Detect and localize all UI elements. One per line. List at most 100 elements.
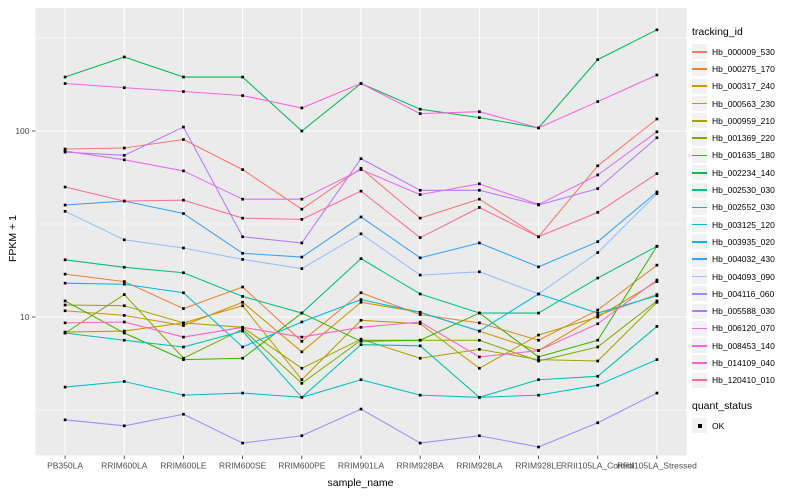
x-tick-label: RRIM901LA [338,461,385,471]
line-swatch [692,113,707,129]
legend-item-Hb_000959_210: Hb_000959_210 [692,112,798,129]
legend-item-Hb_008453_140: Hb_008453_140 [692,337,798,354]
series-color-line [692,50,707,53]
series-color-line [692,223,707,226]
square-point-icon [697,423,702,428]
y-tick-label: 100 [15,126,29,136]
line-swatch [692,338,707,354]
legend-item-label: Hb_004116_060 [712,288,775,299]
legend-item-label: Hb_006120_070 [712,323,775,334]
line-swatch [692,78,707,94]
x-tick-label: RRIM928BA [397,461,445,471]
y-axis-title: FPKM + 1 [7,215,19,262]
line-swatch [692,320,707,336]
legend-item-Hb_004116_060: Hb_004116_060 [692,285,798,302]
line-swatch [692,61,707,77]
legend-item-label: Hb_001635_180 [712,150,775,161]
legend: tracking_id Hb_000009_530 Hb_000275_170 Hb… [692,26,798,434]
series-color-line [692,327,707,330]
legend-item-Hb_001635_180: Hb_001635_180 [692,147,798,164]
line-swatch [692,269,707,284]
legend-item-Hb_120410_010: Hb_120410_010 [692,372,798,389]
line-swatch [692,165,707,181]
line-swatch [692,251,707,267]
legend-item-label: Hb_000009_530 [712,46,775,57]
legend-item-label: OK [712,420,725,431]
line-swatch [692,44,707,60]
legend-item-Hb_004032_430: Hb_004032_430 [692,251,798,268]
legend-item-label: Hb_000275_170 [712,63,775,74]
legend-item-Hb_005588_030: Hb_005588_030 [692,302,798,319]
legend-item-Hb_014109_040: Hb_014109_040 [692,354,798,371]
series-color-line [692,206,707,209]
x-tick-label: RRIM600PE [278,461,326,471]
line-swatch [692,372,707,388]
legend-item-label: Hb_004093_090 [712,271,775,282]
series-color-line [692,292,707,295]
legend-item-Hb_003935_020: Hb_003935_020 [692,233,798,250]
line-swatch [692,130,707,146]
legend-items: Hb_000009_530 Hb_000275_170 Hb_000317_240 H… [692,43,798,389]
y-tick-label: 10 [20,312,30,322]
point-marker-swatch [692,418,707,434]
x-tick-label: RRIM600LE [160,461,207,471]
line-swatch [692,217,707,233]
x-tick-label: RRII105LA_Stressed [617,461,697,471]
series-color-line [692,120,707,122]
line-swatch [692,199,707,215]
legend-title-tracking-id: tracking_id [692,26,743,38]
legend-item-Hb_000563_230: Hb_000563_230 [692,95,798,112]
x-tick-label: PB350LA [47,461,83,471]
legend-item-Hb_002530_030: Hb_002530_030 [692,181,798,198]
legend-item-label: Hb_000959_210 [712,115,775,126]
line-swatch [692,96,707,112]
legend-item-Hb_004093_090: Hb_004093_090 [692,268,798,285]
legend-item-label: Hb_000317_240 [712,81,775,92]
series-color-line [692,137,707,139]
series-color-line [692,379,707,382]
x-tick-label: RRIM600LA [101,461,148,471]
series-color-line [692,258,707,261]
legend-item-ok: OK [692,417,798,434]
legend-item-label: Hb_002234_140 [712,167,775,178]
series-color-line [692,85,707,88]
legend-item-Hb_002552_030: Hb_002552_030 [692,199,798,216]
series-color-line [692,241,707,243]
x-axis-title: sample_name [327,477,394,489]
series-color-line [692,310,707,312]
legend-item-label: Hb_008453_140 [712,340,775,351]
series-color-line [692,189,707,191]
legend-item-label: Hb_120410_010 [712,375,775,386]
legend-item-label: Hb_002552_030 [712,202,775,213]
series-color-line [692,102,707,105]
legend-item-label: Hb_004032_430 [712,254,775,265]
x-tick-label: RRIM928LA [456,461,503,471]
x-tick-label: RRII105LA_Control [561,461,635,471]
series-color-line [692,171,707,174]
legend-quant-status: quant_status OK [692,400,798,434]
line-swatch [692,303,707,319]
legend-item-label: Hb_000563_230 [712,98,775,109]
line-swatch [692,286,707,302]
line-swatch [692,234,707,250]
x-tick-label: RRIM600SE [219,461,267,471]
series-color-line [692,154,707,157]
legend-item-Hb_006120_070: Hb_006120_070 [692,320,798,337]
legend-item-label: Hb_014109_040 [712,357,775,368]
legend-item-Hb_000009_530: Hb_000009_530 [692,43,798,60]
series-color-line [692,344,707,347]
legend-item-label: Hb_005588_030 [712,306,775,317]
legend-item-Hb_001369_220: Hb_001369_220 [692,129,798,146]
series-color-line [692,362,707,364]
legend-item-Hb_000275_170: Hb_000275_170 [692,60,798,77]
series-color-line [692,275,707,278]
line-swatch [692,355,707,371]
series-color-line [692,68,707,70]
legend-item-label: Hb_002530_030 [712,185,775,196]
legend-item-Hb_003125_120: Hb_003125_120 [692,216,798,233]
legend-item-Hb_000317_240: Hb_000317_240 [692,78,798,95]
line-swatch [692,147,707,163]
line-swatch [692,182,707,198]
